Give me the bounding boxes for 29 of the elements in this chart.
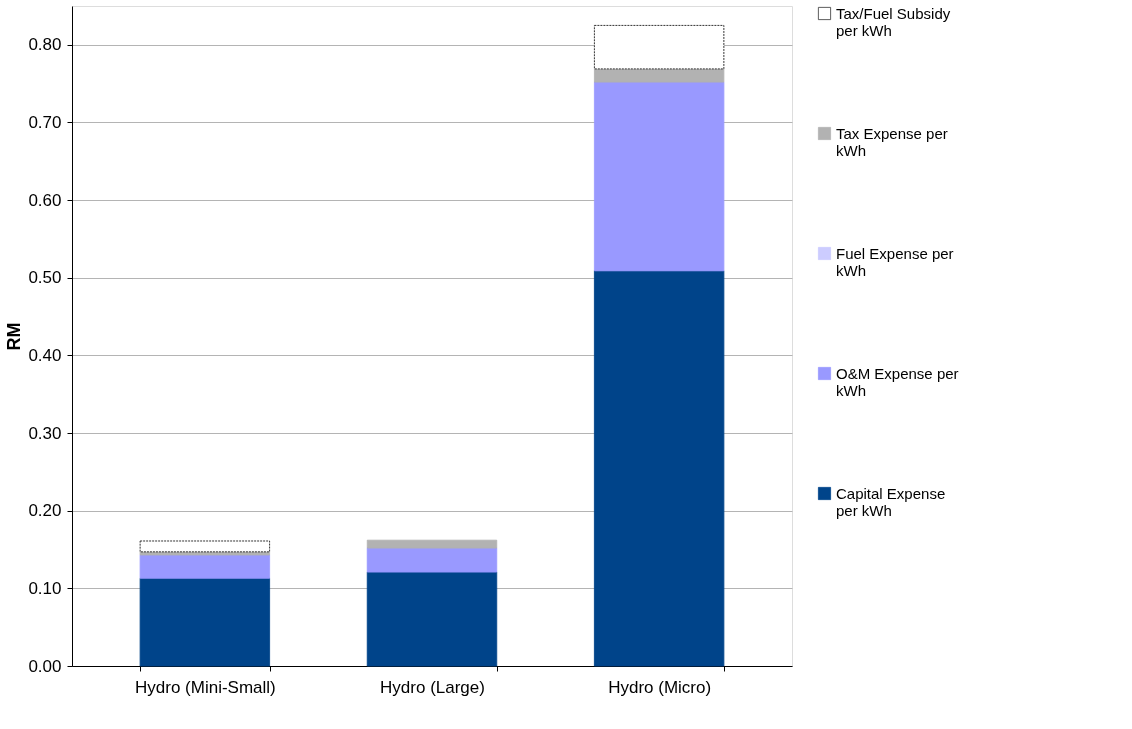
legend-label: O&M Expense per kWh — [836, 364, 959, 399]
x-tick-label: Hydro (Micro) — [608, 677, 712, 697]
bar — [593, 24, 725, 70]
y-tick-label: 0.70 — [28, 112, 62, 132]
bar — [139, 554, 271, 579]
y-tick-label: 0.40 — [28, 345, 62, 365]
y-tick-label: 0.80 — [28, 35, 62, 55]
bar — [366, 539, 498, 549]
x-tick-label: Hydro (Mini-Small) — [135, 677, 276, 697]
y-tick-label: 0.50 — [28, 268, 62, 288]
bar — [593, 68, 725, 83]
x-tick-label: Hydro (Large) — [380, 677, 485, 697]
legend-label: Tax/Fuel Subsidy per kWh — [836, 4, 951, 39]
bar — [139, 577, 271, 667]
bar — [366, 571, 498, 667]
y-tick-label: 0.00 — [28, 656, 62, 676]
legend-label: Capital Expense per kWh — [836, 484, 946, 519]
bar — [593, 81, 725, 272]
bar — [366, 547, 498, 573]
y-axis-title: RM — [4, 322, 25, 351]
bar — [593, 270, 725, 667]
bar — [139, 551, 271, 556]
bar — [139, 540, 271, 553]
y-tick-label: 0.30 — [28, 423, 62, 443]
y-tick-label: 0.20 — [28, 501, 62, 521]
y-tick-label: 0.10 — [28, 578, 62, 598]
legend-label: Tax Expense per kWh — [836, 124, 948, 159]
legend-label: Fuel Expense per kWh — [836, 244, 954, 279]
y-tick-label: 0.60 — [28, 190, 62, 210]
